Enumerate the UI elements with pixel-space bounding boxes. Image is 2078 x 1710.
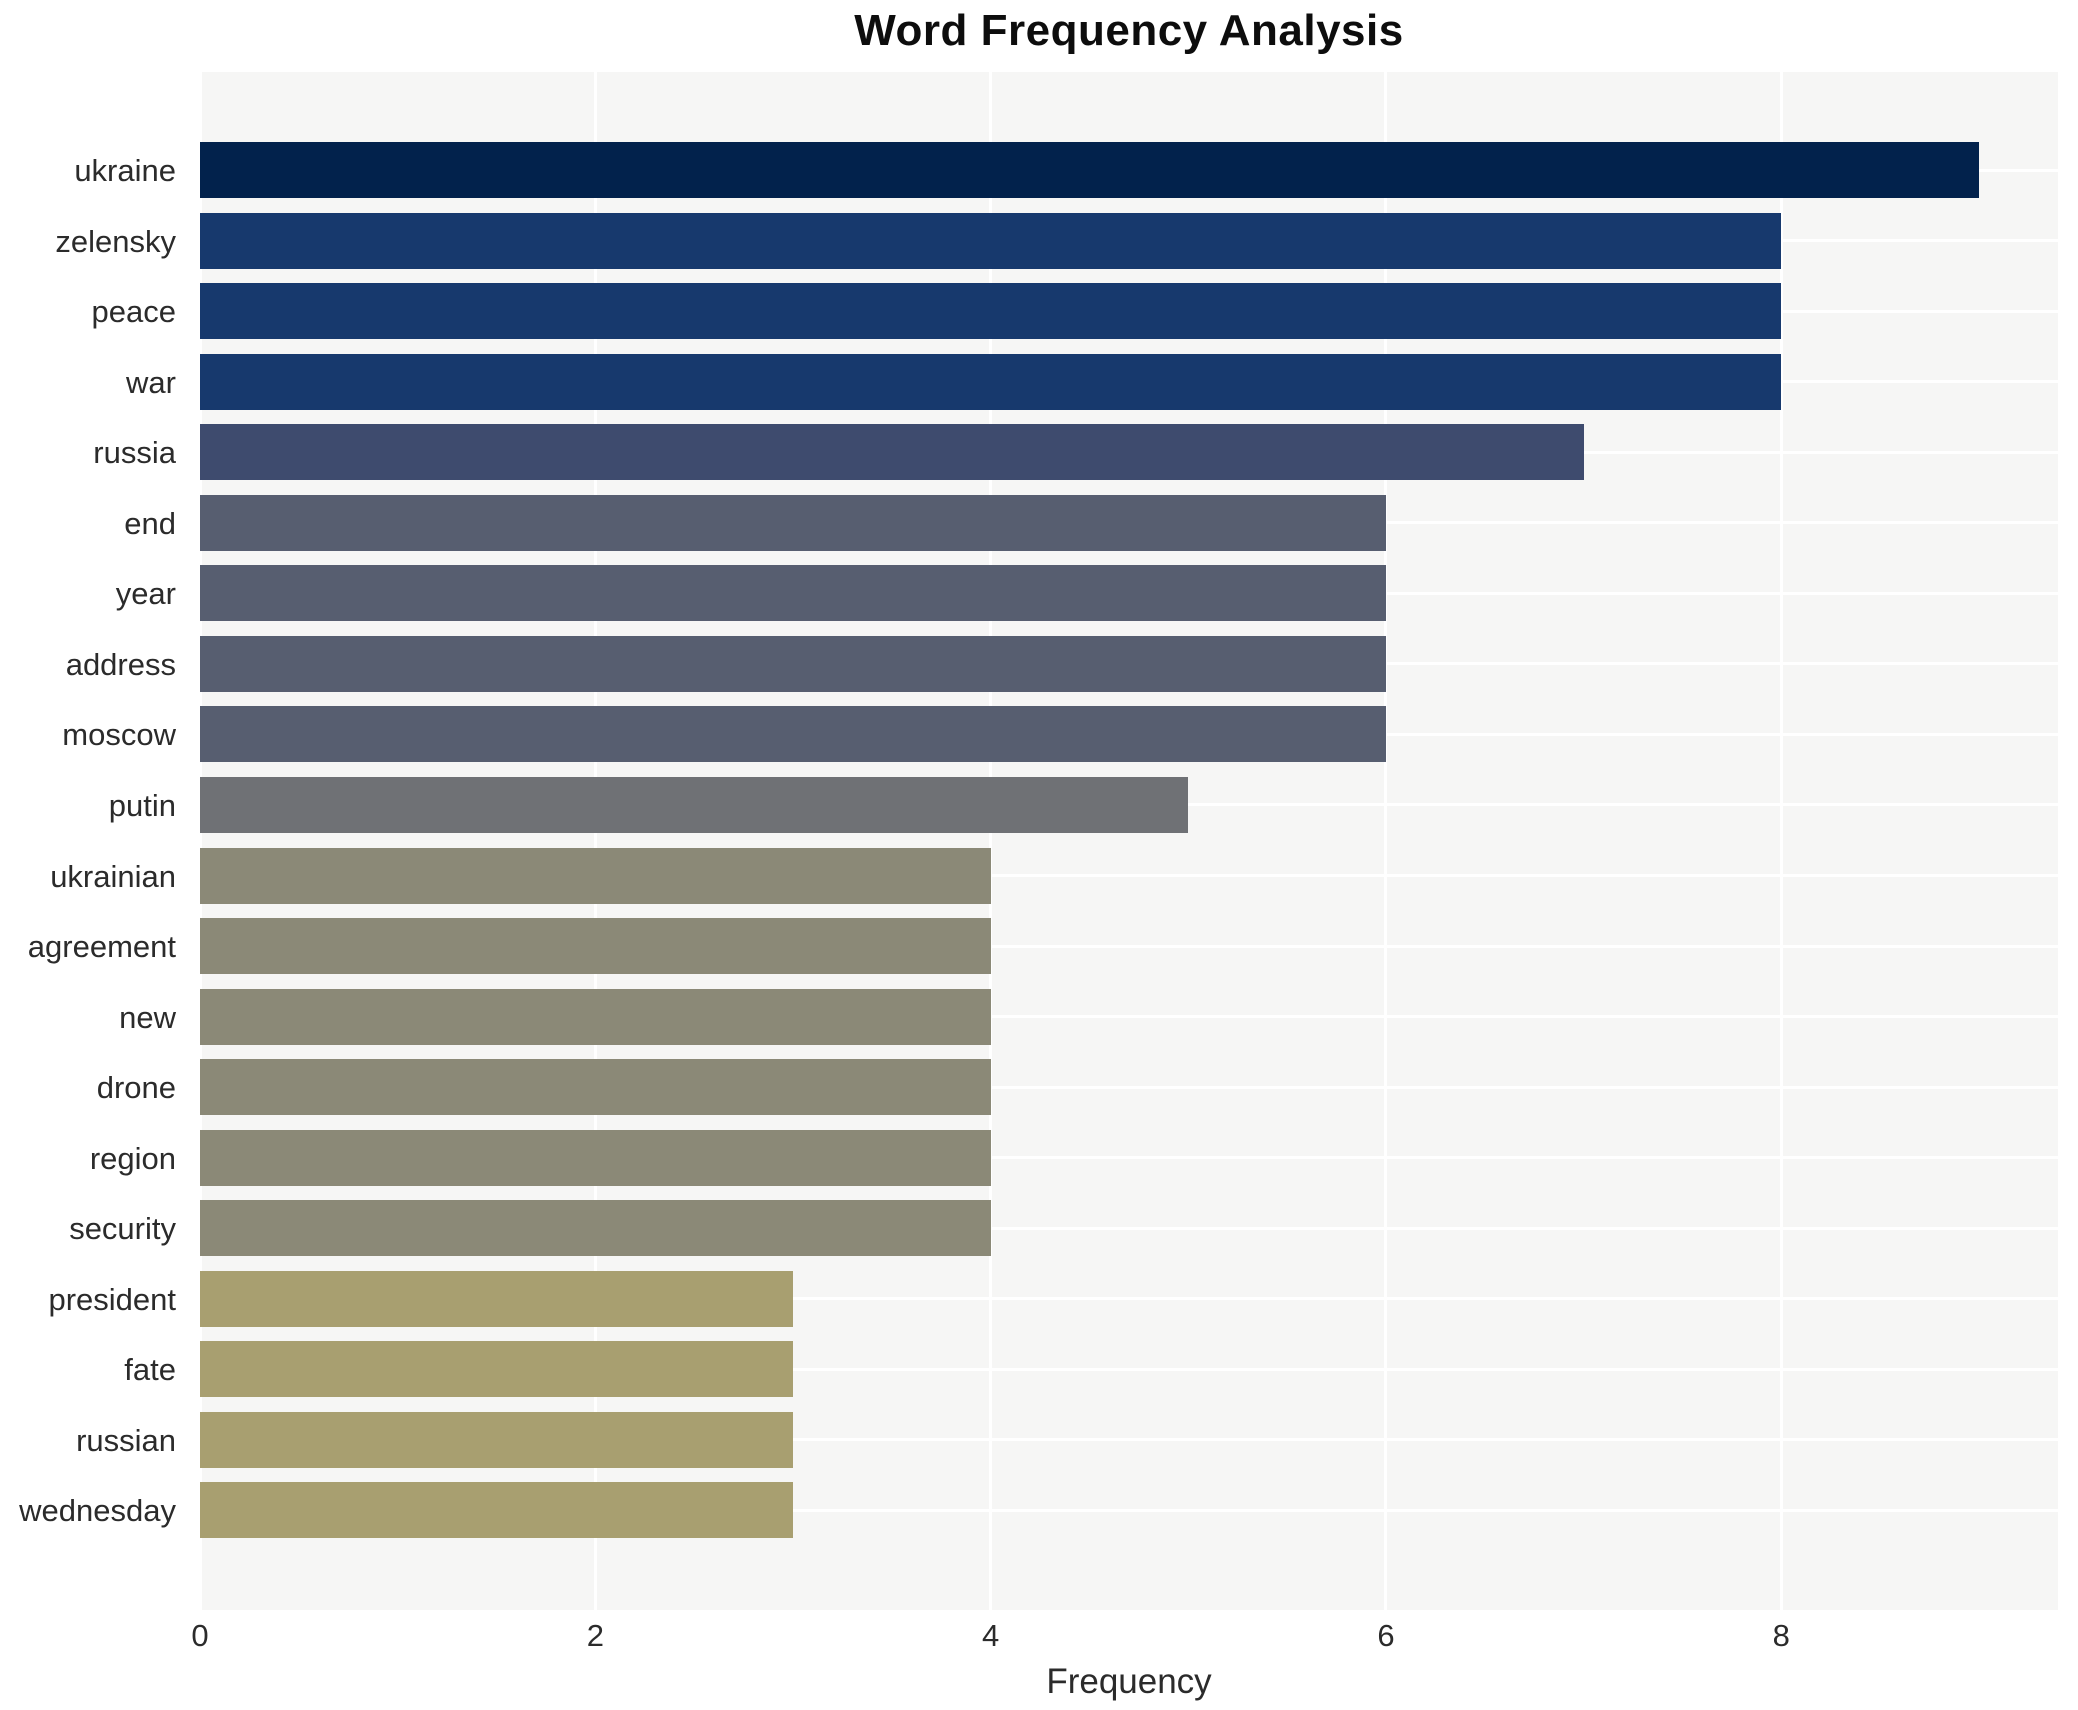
y-tick-label-fate: fate bbox=[124, 1352, 176, 1388]
gridline-v bbox=[1384, 72, 1388, 1610]
gridline-h bbox=[200, 1508, 2058, 1512]
bar-security bbox=[200, 1200, 991, 1257]
bar-war bbox=[200, 353, 1782, 410]
bar-ukraine bbox=[200, 142, 1979, 198]
x-tick-label: 8 bbox=[1772, 1618, 1790, 1653]
y-tick-label-address: address bbox=[65, 646, 176, 682]
x-tick-label: 0 bbox=[191, 1618, 209, 1653]
gridline-h bbox=[200, 874, 2058, 877]
y-tick-label-ukraine: ukraine bbox=[74, 153, 176, 188]
y-tick-label-drone: drone bbox=[96, 1070, 176, 1106]
gridline-h bbox=[200, 1226, 2058, 1230]
bar-moscow bbox=[200, 706, 1386, 763]
gridline-h bbox=[200, 944, 2058, 948]
gridline-h bbox=[200, 1085, 2058, 1089]
y-tick-label-president: president bbox=[48, 1281, 176, 1317]
bar-zelensky bbox=[200, 212, 1782, 269]
y-tick-label-ukrainian: ukrainian bbox=[50, 858, 176, 894]
y-tick-label-agreement: agreement bbox=[27, 929, 176, 965]
y-tick-label-zelensky: zelensky bbox=[55, 223, 176, 259]
bar-end bbox=[200, 494, 1386, 551]
gridline-h bbox=[200, 1015, 2058, 1019]
bar-wednesday bbox=[200, 1482, 793, 1539]
bar-president bbox=[200, 1270, 793, 1327]
y-tick-label-russia: russia bbox=[93, 435, 176, 471]
y-tick-label-russian: russian bbox=[76, 1422, 176, 1458]
bar-russian bbox=[200, 1411, 793, 1468]
bar-russia bbox=[200, 424, 1584, 481]
y-tick-label-wednesday: wednesday bbox=[19, 1493, 176, 1529]
gridline-h bbox=[200, 1438, 2058, 1442]
y-tick-label-region: region bbox=[89, 1140, 176, 1176]
bar-ukrainian bbox=[200, 847, 991, 904]
x-axis: 0 2 4 6 8 bbox=[0, 1620, 2078, 1660]
bar-putin bbox=[200, 776, 1189, 833]
bar-peace bbox=[200, 283, 1782, 340]
gridline-h bbox=[200, 1156, 2058, 1160]
plot-area bbox=[198, 72, 2058, 1610]
bar-drone bbox=[200, 1059, 991, 1116]
bar-agreement bbox=[200, 918, 991, 975]
x-axis-label: Frequency bbox=[1046, 1662, 1212, 1701]
y-tick-label-end: end bbox=[124, 505, 176, 541]
gridline-h bbox=[200, 1367, 2058, 1371]
gridline-v bbox=[989, 72, 993, 1610]
bar-year bbox=[200, 565, 1386, 622]
x-tick-label: 6 bbox=[1377, 1618, 1395, 1653]
gridline-h bbox=[200, 1297, 2058, 1301]
gridline-v bbox=[1779, 72, 1783, 1610]
y-tick-label-peace: peace bbox=[91, 294, 176, 330]
bar-new bbox=[200, 988, 991, 1045]
y-tick-label-year: year bbox=[115, 576, 176, 612]
y-tick-label-security: security bbox=[69, 1211, 176, 1247]
y-tick-label-putin: putin bbox=[108, 787, 176, 823]
gridline-v bbox=[593, 72, 597, 1610]
y-tick-label-moscow: moscow bbox=[62, 717, 176, 753]
bar-address bbox=[200, 635, 1386, 692]
y-tick-label-new: new bbox=[119, 999, 176, 1035]
gridline-v bbox=[198, 72, 202, 1610]
bar-region bbox=[200, 1129, 991, 1186]
chart-title: Word Frequency Analysis bbox=[854, 6, 1404, 55]
x-tick-label: 2 bbox=[586, 1618, 604, 1653]
x-tick-label: 4 bbox=[982, 1618, 1000, 1653]
y-axis: ukraine zelensky peace war russia end year addr… bbox=[0, 72, 188, 1610]
bar-fate bbox=[200, 1341, 793, 1398]
y-tick-label-war: war bbox=[126, 364, 176, 400]
